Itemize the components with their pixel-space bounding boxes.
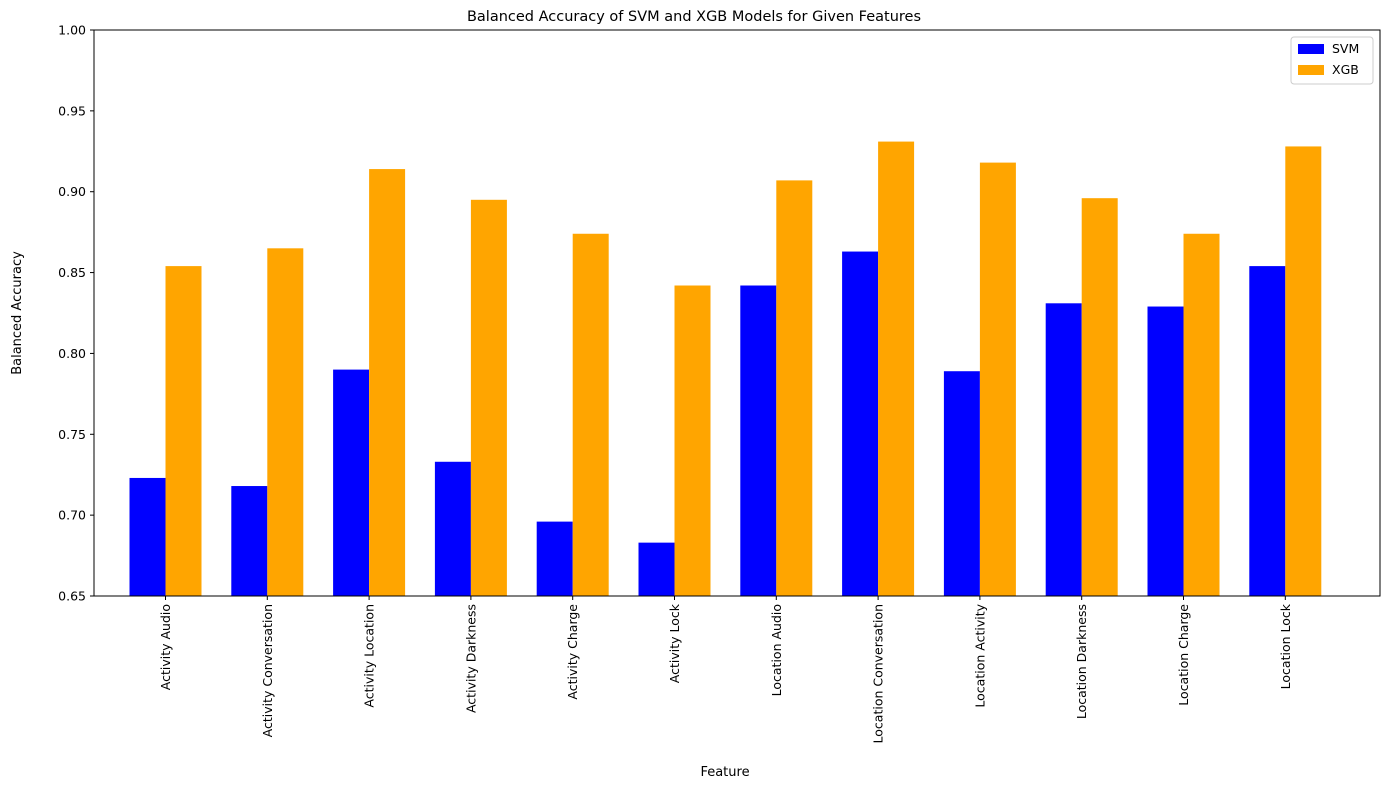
x-axis-ticks: Activity Audio Activity Conversation Activ… xyxy=(158,596,1293,743)
x-tick-label: Location Conversation xyxy=(871,604,886,743)
plot-frame xyxy=(93,29,1381,597)
legend-label-svm: SVM xyxy=(1332,41,1359,56)
bar-svm-activity-conversation xyxy=(231,486,268,596)
bar-xgb-activity-lock xyxy=(674,285,711,596)
y-tick-label: 0.80 xyxy=(58,346,86,361)
x-tick-label: Activity Charge xyxy=(565,604,580,700)
x-tick-label: Location Audio xyxy=(769,604,784,696)
bar-svm-activity-lock xyxy=(638,542,675,596)
bar-svm-location-darkness xyxy=(1045,303,1082,596)
bar-svm-activity-darkness xyxy=(434,461,471,596)
bar-xgb-location-activity xyxy=(979,162,1016,596)
x-tick-label: Activity Darkness xyxy=(463,604,478,713)
y-tick-label: 0.90 xyxy=(58,184,86,199)
bar-xgb-activity-darkness xyxy=(470,199,507,597)
legend-label-xgb: XGB xyxy=(1332,62,1359,77)
y-tick-label: 0.75 xyxy=(58,427,86,442)
bar-xgb-location-charge xyxy=(1183,233,1220,596)
y-tick-label: 1.00 xyxy=(58,23,86,38)
bar-svm-location-audio xyxy=(740,285,777,596)
y-tick-label: 0.70 xyxy=(58,508,86,523)
bar-xgb-activity-location xyxy=(369,169,406,596)
x-tick-label: Activity Lock xyxy=(667,603,682,683)
bar-svm-location-activity xyxy=(943,371,980,596)
bar-xgb-location-darkness xyxy=(1081,198,1118,596)
chart-title: Balanced Accuracy of SVM and XGB Models … xyxy=(467,9,921,25)
bar-svm-location-conversation xyxy=(842,251,879,596)
x-tick-label: Location Darkness xyxy=(1074,604,1089,719)
y-axis-ticks: 0.65 0.70 0.75 0.80 0.85 0.90 0.95 1.00 xyxy=(58,23,94,604)
bar-xgb-location-audio xyxy=(776,180,813,596)
y-tick-label: 0.85 xyxy=(58,265,86,280)
x-tick-label: Activity Conversation xyxy=(260,604,275,737)
legend: SVM XGB xyxy=(1290,36,1374,85)
x-axis-label: Feature xyxy=(700,765,749,780)
y-axis-label: Balanced Accuracy xyxy=(10,251,25,375)
y-tick-label: 0.65 xyxy=(58,589,86,604)
y-tick-label: 0.95 xyxy=(58,103,86,118)
bar-svm-location-charge xyxy=(1147,306,1184,596)
x-tick-label: Location Charge xyxy=(1176,604,1191,706)
x-tick-label: Location Activity xyxy=(972,603,987,707)
bars-layer xyxy=(129,141,1322,597)
bar-xgb-activity-audio xyxy=(165,266,202,596)
bar-xgb-location-conversation xyxy=(878,141,915,596)
bar-xgb-activity-conversation xyxy=(267,248,304,597)
bar-xgb-location-lock xyxy=(1285,146,1322,597)
bar-svm-location-lock xyxy=(1249,266,1286,596)
x-tick-label: Activity Location xyxy=(362,604,377,708)
x-tick-label: Activity Audio xyxy=(158,604,173,690)
bar-xgb-activity-charge xyxy=(572,233,609,596)
x-tick-label: Location Lock xyxy=(1278,603,1293,689)
legend-swatch-xgb xyxy=(1298,65,1324,75)
bar-svm-activity-charge xyxy=(536,521,573,596)
legend-swatch-svm xyxy=(1298,44,1324,54)
bar-svm-activity-audio xyxy=(129,477,166,596)
bar-svm-activity-location xyxy=(333,369,370,596)
